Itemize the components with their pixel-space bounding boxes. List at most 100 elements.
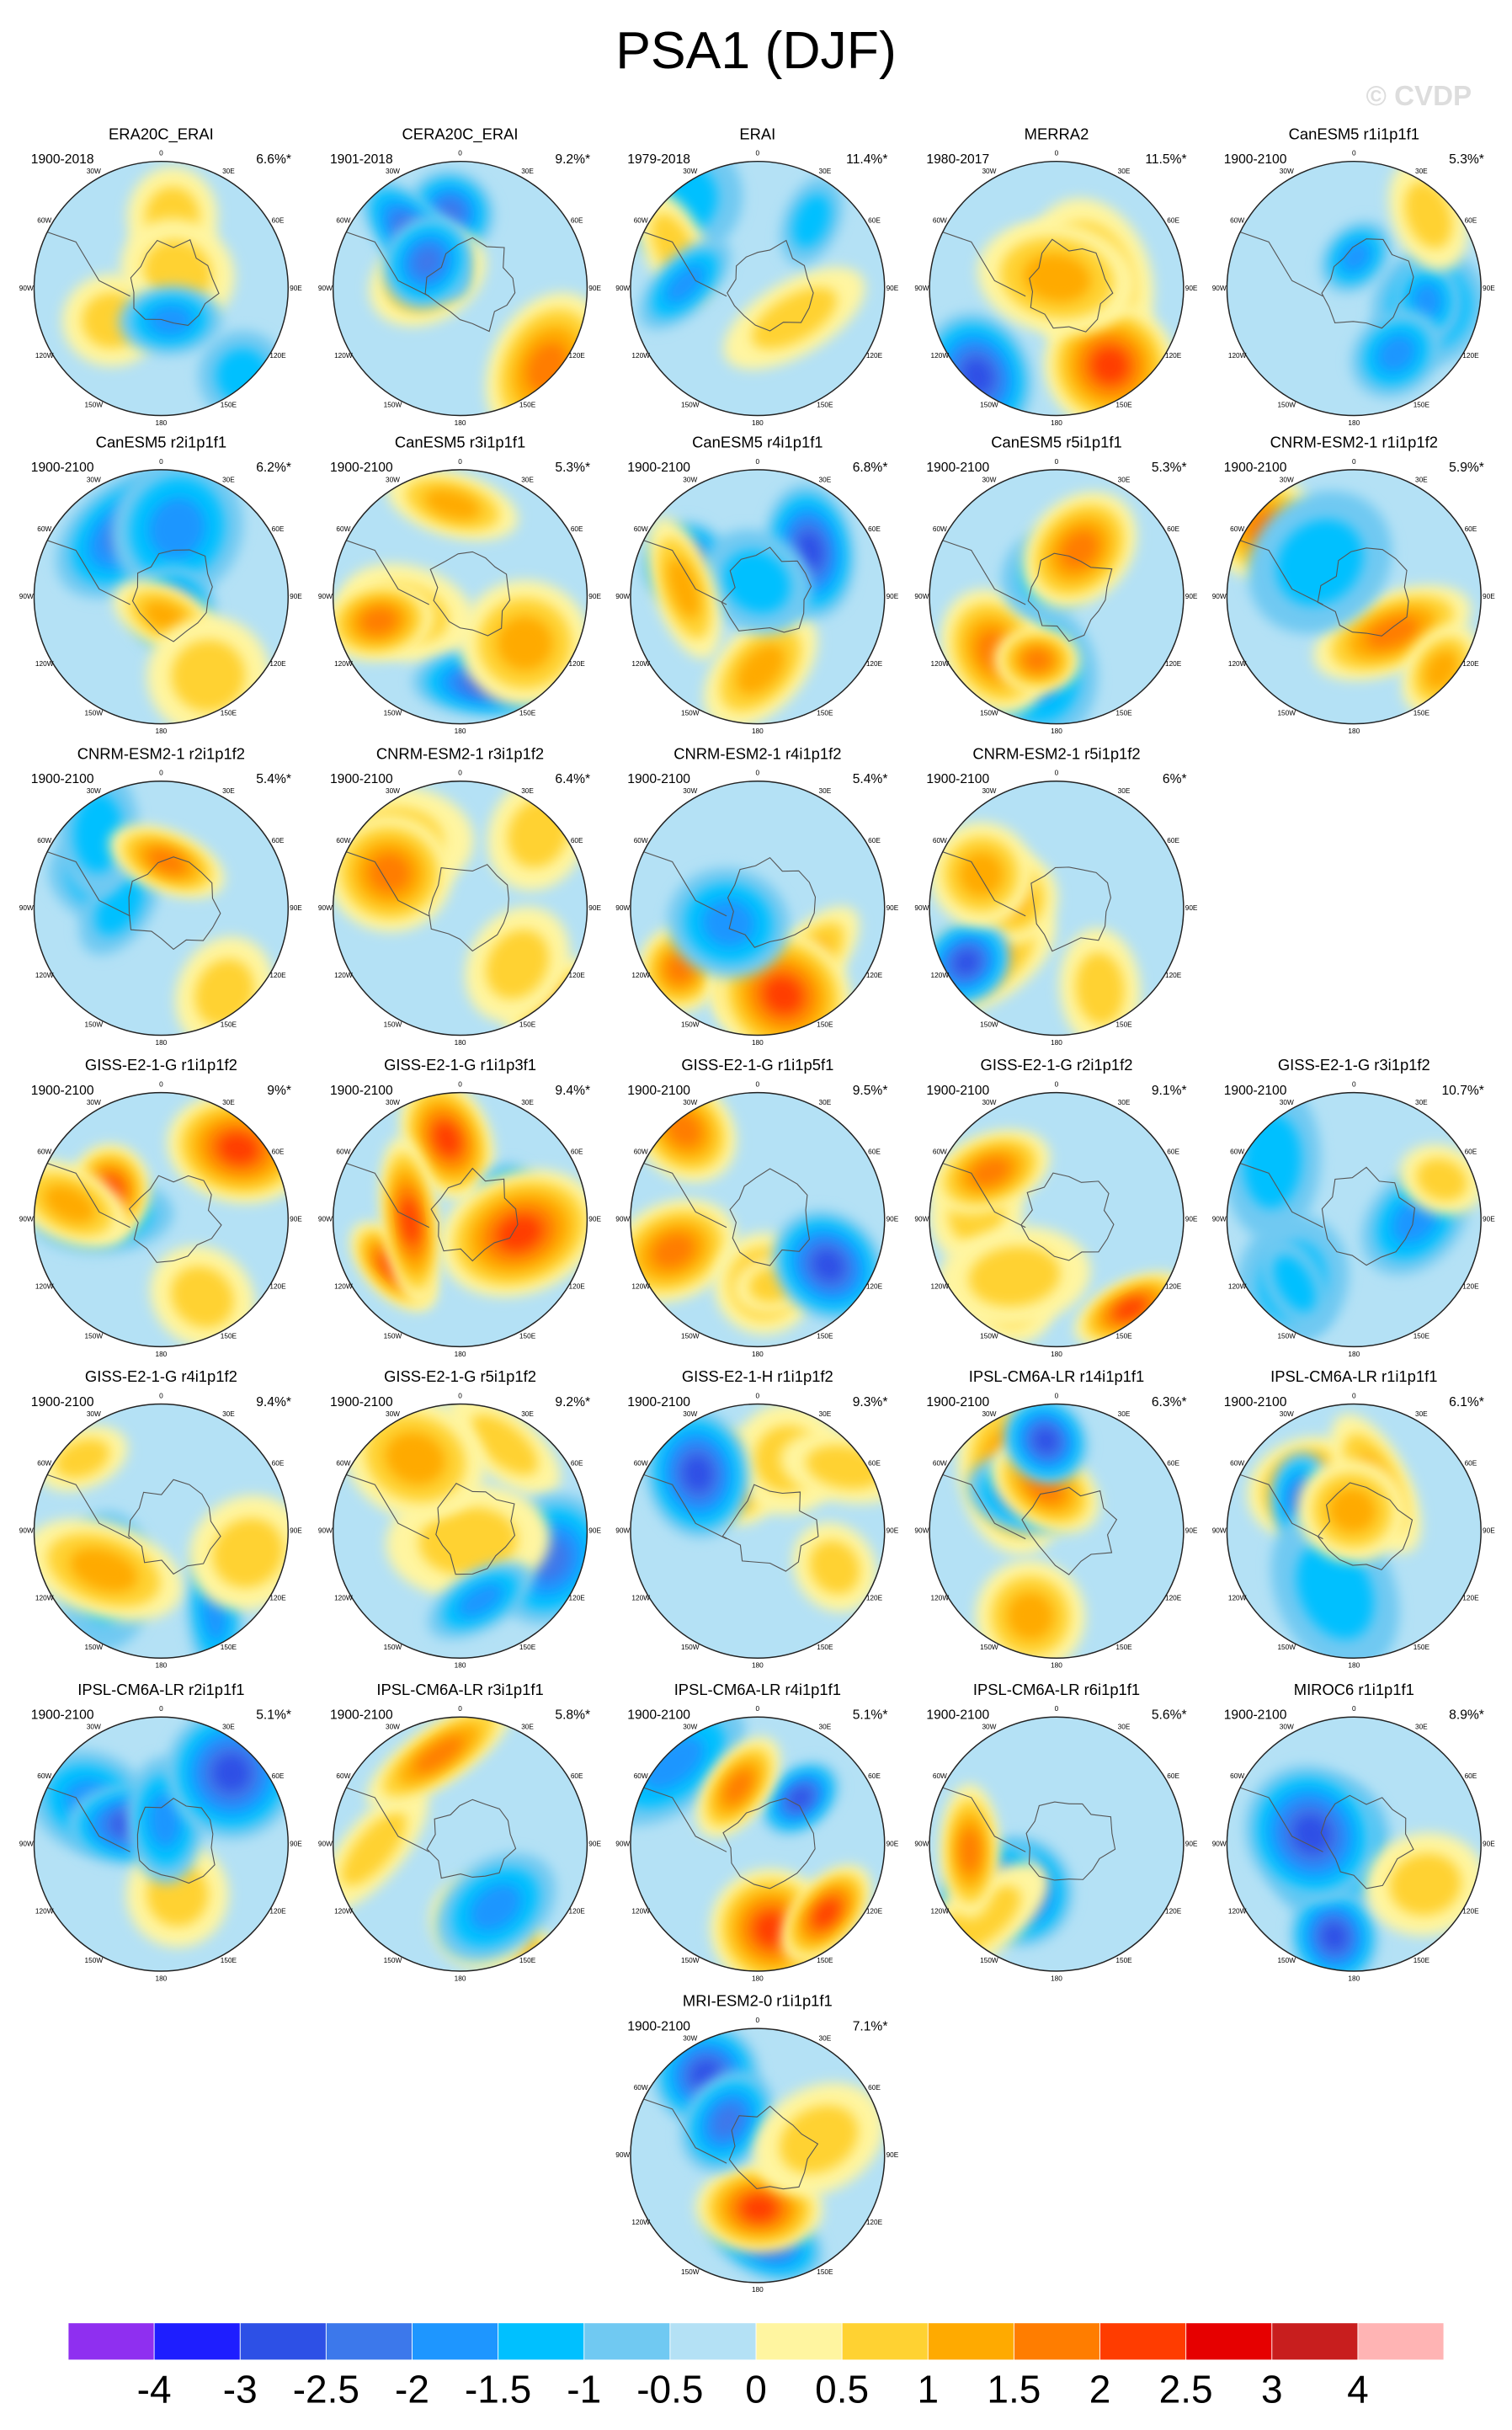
panel-variance: 8.9%*: [1449, 1708, 1484, 1722]
longitude-label: 30E: [1118, 1724, 1131, 1731]
panel-variance: 6.1%*: [1449, 1395, 1484, 1410]
map-border: [33, 1716, 290, 1972]
longitude-label: 60E: [868, 1772, 881, 1780]
longitude-label: 90E: [588, 1840, 601, 1847]
longitude-label: 90W: [914, 1527, 929, 1535]
longitude-label: 150W: [384, 1957, 402, 1964]
longitude-label: 0: [756, 770, 760, 777]
longitude-label: 120W: [35, 972, 54, 979]
longitude-label: 30E: [1415, 1099, 1428, 1106]
longitude-label: 90E: [886, 593, 899, 600]
map-border: [332, 469, 588, 725]
longitude-label: 120W: [631, 1283, 650, 1291]
longitude-label: 120E: [1462, 1595, 1479, 1602]
panel-variance: 5.1%*: [256, 1708, 291, 1722]
anomaly-contour: [755, 1912, 790, 1947]
map-panel: IPSL-CM6A-LR r4i1p1f1 1900-2100 5.1%* 0 30E 6…: [615, 1681, 899, 1983]
longitude-label: 150W: [85, 401, 104, 408]
longitude-label: 180: [155, 1662, 167, 1670]
panel-title: CNRM-ESM2-1 r3i1p1f2: [376, 744, 544, 762]
longitude-label: 150W: [980, 1332, 998, 1340]
anomaly-contour: [418, 1506, 518, 1575]
panel-period: 1900-2100: [330, 1395, 393, 1410]
anomaly-contour: [666, 954, 695, 983]
longitude-label: 0: [756, 2017, 760, 2024]
longitude-label: 60W: [1230, 1772, 1244, 1780]
longitude-label: 90W: [615, 285, 630, 292]
panel-variance: 6.8%*: [853, 461, 888, 475]
map-panel: ERAI 1979-2018 11.4%* 0 30E 60E 90E 120E 150E 180…: [615, 125, 899, 427]
coastline: [1227, 1468, 1323, 1540]
longitude-label: 60E: [571, 837, 583, 845]
longitude-label: 90E: [588, 1216, 601, 1223]
colorbar-box: [1014, 2322, 1100, 2360]
longitude-label: 60E: [272, 1148, 285, 1156]
panel-variance: 9.4%*: [256, 1395, 291, 1410]
longitude-label: 90E: [1483, 1840, 1495, 1847]
longitude-label: 0: [458, 1392, 462, 1399]
longitude-label: 30E: [222, 1099, 235, 1106]
longitude-label: 120E: [269, 1283, 286, 1291]
longitude-label: 150E: [1414, 710, 1430, 717]
panel-period: 1900-2100: [627, 1708, 690, 1722]
panel-variance: 9.1%*: [1152, 1084, 1187, 1098]
anomaly-contour: [434, 1122, 461, 1156]
coastline: [429, 551, 511, 637]
map-field: [1227, 469, 1482, 724]
coastline: [1025, 1801, 1116, 1881]
panel-period: 1900-2100: [627, 772, 690, 786]
longitude-label: 120W: [35, 1283, 54, 1291]
longitude-label: 90E: [886, 1527, 899, 1535]
longitude-label: 120E: [1165, 660, 1182, 668]
longitude-label: 150E: [817, 1957, 833, 1964]
longitude-label: 150W: [85, 710, 104, 717]
longitude-label: 120E: [1462, 1907, 1479, 1915]
longitude-label: 90W: [615, 1527, 630, 1535]
anomaly-contour: [44, 1185, 95, 1223]
coastline: [1321, 1166, 1416, 1266]
longitude-label: 120W: [35, 660, 54, 668]
longitude-label: 30W: [982, 787, 996, 795]
longitude-label: 30E: [521, 476, 534, 483]
coastline: [729, 1168, 811, 1266]
panel-period: 1900-2100: [926, 461, 989, 475]
longitude-label: 120E: [1165, 1283, 1182, 1291]
longitude-label: 60E: [868, 2084, 881, 2092]
anomaly-contour: [1322, 1923, 1347, 1950]
panel-title: MERRA2: [1025, 125, 1089, 142]
longitude-label: 60W: [1230, 525, 1244, 533]
anomaly-contour: [1366, 616, 1419, 649]
anomaly-contour: [213, 1755, 250, 1791]
longitude-label: 150E: [221, 1957, 237, 1964]
longitude-label: 60E: [1167, 217, 1179, 225]
map-field: [929, 1717, 1184, 1971]
panel-title: IPSL-CM6A-LR r4i1p1f1: [674, 1681, 841, 1698]
map-panel: MERRA2 1980-2017 11.5%* 0 30E 60E 90E 120E 150E 1…: [914, 125, 1198, 427]
longitude-label: 0: [458, 150, 462, 157]
longitude-label: 150W: [85, 1020, 104, 1028]
panel-period: 1900-2100: [31, 1708, 94, 1722]
panel-period: 1900-2018: [31, 152, 94, 167]
longitude-label: 60E: [1167, 1772, 1179, 1780]
map-field: [1227, 1404, 1482, 1659]
anomaly-contour: [702, 899, 755, 947]
longitude-label: 90E: [588, 285, 601, 292]
longitude-label: 120E: [569, 352, 586, 360]
longitude-label: 90E: [290, 593, 302, 600]
longitude-label: 0: [756, 1705, 760, 1713]
map-panel: GISS-E2-1-G r1i1p1f2 1900-2100 9%* 0 30E 60E 9…: [19, 1056, 303, 1358]
coastline: [721, 1484, 819, 1572]
longitude-label: 150W: [384, 1332, 402, 1340]
longitude-label: 90E: [1185, 1527, 1198, 1535]
longitude-label: 120W: [631, 1595, 650, 1602]
panel-title: CanESM5 r3i1p1f1: [395, 433, 525, 450]
longitude-label: 0: [756, 458, 760, 466]
panel-title: CNRM-ESM2-1 r2i1p1f2: [77, 744, 245, 762]
colorbar-box: [240, 2322, 327, 2360]
longitude-label: 150W: [681, 1644, 700, 1651]
longitude-label: 150E: [519, 1020, 536, 1028]
longitude-label: 150E: [1115, 401, 1132, 408]
coastline: [630, 845, 727, 917]
coastline: [136, 1798, 216, 1884]
longitude-label: 0: [1352, 1392, 1356, 1399]
